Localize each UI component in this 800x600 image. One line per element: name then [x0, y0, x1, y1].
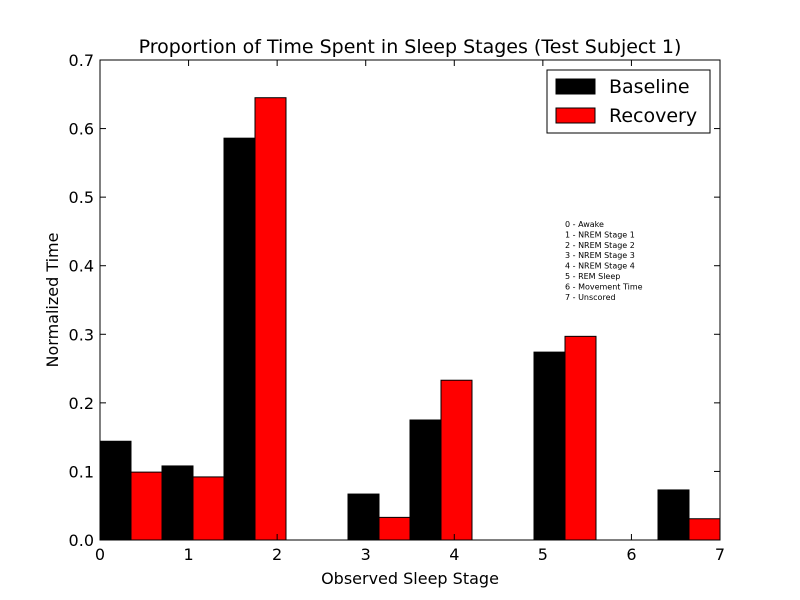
legend-label-baseline: Baseline	[609, 76, 690, 98]
legend-label-recovery: Recovery	[609, 105, 697, 127]
y-axis-label: Normalized Time	[43, 233, 62, 368]
stage-key-line: 0 - Awake	[565, 220, 604, 229]
bar-baseline-7	[533, 351, 566, 541]
bar-recovery-2	[254, 97, 287, 541]
stage-key-line: 2 - NREM Stage 2	[565, 241, 635, 250]
bar-baseline-4	[347, 493, 380, 541]
legend-swatch-baseline	[555, 78, 596, 95]
bar-baseline-0	[99, 440, 132, 541]
bar-recovery-7	[564, 335, 597, 541]
ticks-group: 0 1 2 3 4 5 6 7 0.0 0.1 0.2 0.3 0.4 0.5 0.6 0.7	[69, 51, 726, 564]
y-tick-label: 0.6	[69, 120, 94, 139]
bar-baseline-1	[161, 465, 194, 541]
bar-baseline-9	[657, 489, 690, 541]
bar-recovery-1	[192, 476, 225, 541]
plot-frame	[99, 59, 721, 541]
chart-title: Proportion of Time Spent in Sleep Stages…	[139, 36, 682, 58]
stage-key-line: 7 - Unscored	[565, 293, 616, 302]
y-tick-label: 0.4	[69, 257, 94, 276]
y-tick-label: 0.7	[69, 51, 94, 70]
y-tick-label: 0.0	[69, 531, 94, 550]
stage-key-line: 5 - REM Sleep	[565, 272, 620, 281]
y-tick-label: 0.1	[69, 462, 94, 481]
x-axis-label: Observed Sleep Stage	[321, 569, 499, 588]
x-tick-label: 2	[272, 545, 282, 564]
x-tick-label: 3	[361, 545, 371, 564]
y-tick-label: 0.5	[69, 188, 94, 207]
x-tick-label: 6	[626, 545, 636, 564]
stage-key-line: 1 - NREM Stage 1	[565, 230, 635, 239]
x-tick-label: 7	[715, 545, 725, 564]
y-tick-label: 0.3	[69, 325, 94, 344]
legend-swatch-recovery	[555, 107, 596, 124]
bar-recovery-5	[440, 379, 473, 541]
bar-baseline-2	[223, 137, 256, 541]
bar-recovery-4	[378, 516, 411, 541]
x-tick-label: 5	[538, 545, 548, 564]
x-tick-label: 0	[95, 545, 105, 564]
stage-key-line: 3 - NREM Stage 3	[565, 251, 635, 260]
bar-recovery-0	[130, 471, 163, 541]
legend: Baseline Recovery	[546, 69, 711, 134]
stage-key-line: 4 - NREM Stage 4	[565, 262, 635, 271]
bars-group	[99, 97, 721, 541]
bar-baseline-5	[409, 419, 442, 541]
bar-recovery-9	[688, 518, 721, 541]
x-tick-label: 4	[449, 545, 459, 564]
stage-key-line: 6 - Movement Time	[565, 282, 643, 291]
y-tick-label: 0.2	[69, 394, 94, 413]
x-tick-label: 1	[183, 545, 193, 564]
